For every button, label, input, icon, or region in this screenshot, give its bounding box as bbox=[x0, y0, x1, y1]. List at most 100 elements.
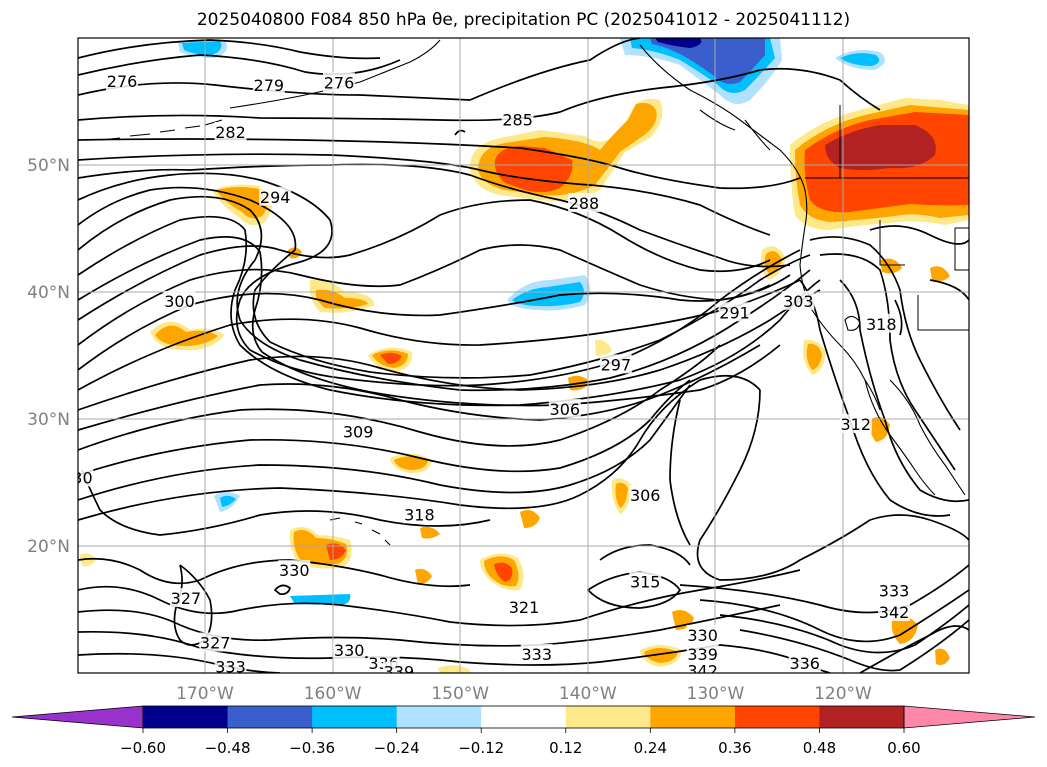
contour-label: 306 bbox=[630, 486, 661, 505]
contour-label-bg bbox=[520, 643, 553, 663]
theta-e-contours bbox=[78, 38, 969, 673]
contour-label: 282 bbox=[215, 123, 246, 142]
contour-label: 291 bbox=[719, 303, 750, 322]
precip-region bbox=[595, 339, 612, 357]
coastline-bc-islands bbox=[699, 109, 771, 151]
contour-label-bg bbox=[686, 660, 719, 673]
coastline-baja bbox=[864, 379, 936, 496]
contour-label: 327 bbox=[200, 634, 231, 653]
contour-line bbox=[78, 186, 811, 379]
contour-line bbox=[586, 571, 682, 609]
contour-label-bg bbox=[78, 467, 94, 487]
colorbar-segment bbox=[650, 706, 736, 728]
x-tick-label: 170°W bbox=[176, 684, 234, 704]
contour-label: 333 bbox=[521, 645, 552, 664]
coastline-mexico bbox=[889, 379, 966, 496]
contour-label-bg bbox=[403, 504, 436, 524]
contour-line bbox=[78, 163, 791, 268]
contour-label-bg bbox=[718, 302, 751, 322]
contour-label-bg bbox=[278, 560, 311, 580]
contour-line bbox=[839, 279, 969, 503]
precip-region bbox=[420, 526, 440, 539]
precip-region bbox=[380, 352, 402, 364]
colorbar-tick-label: −0.12 bbox=[458, 739, 504, 757]
colorbar-segment bbox=[734, 706, 820, 728]
colorbar-extend-min bbox=[11, 705, 144, 729]
coastline-alaska bbox=[229, 39, 441, 109]
contour-label-bg bbox=[686, 643, 719, 663]
precip-region bbox=[825, 125, 936, 170]
x-tick-label: 150°W bbox=[431, 684, 489, 704]
colorbar-tick-label: 0.60 bbox=[887, 739, 920, 757]
precip-region bbox=[220, 495, 236, 507]
contour-label: 333 bbox=[879, 581, 910, 600]
contour-line bbox=[78, 244, 791, 346]
x-tick-label: 140°W bbox=[559, 684, 617, 704]
contour-label: 327 bbox=[171, 589, 202, 608]
political-borders bbox=[805, 105, 969, 331]
gridlines bbox=[78, 38, 969, 673]
contour-line bbox=[78, 569, 801, 627]
coastlines bbox=[99, 39, 966, 546]
colorbar-segment bbox=[565, 706, 651, 728]
precip-region bbox=[326, 543, 346, 560]
contour-label-bg bbox=[508, 596, 540, 616]
y-tick-label: 30°N bbox=[27, 410, 70, 430]
contour-label: 333 bbox=[215, 658, 246, 677]
contour-label: 330 bbox=[687, 626, 718, 645]
contour-label: 285 bbox=[502, 110, 533, 129]
precip-region bbox=[935, 648, 950, 666]
contour-label: 321 bbox=[509, 598, 540, 617]
contour-line bbox=[273, 584, 291, 595]
contour-label-bg bbox=[214, 656, 247, 673]
contour-label: 342 bbox=[879, 603, 910, 622]
coastline-hawaii bbox=[329, 517, 391, 546]
contour-line bbox=[78, 652, 281, 673]
coastline-aleutians bbox=[99, 119, 223, 141]
contour-label: 318 bbox=[866, 315, 897, 334]
contour-label: 303 bbox=[783, 292, 814, 311]
contour-label: 333 bbox=[34, 595, 65, 614]
precip-region bbox=[80, 553, 96, 567]
contour-line bbox=[859, 625, 969, 673]
colorbar-tick-label: −0.60 bbox=[120, 739, 166, 757]
colorbar-tick-label: 0.36 bbox=[718, 739, 751, 757]
precip-region bbox=[840, 53, 880, 66]
colorbar-tick-label: 0.48 bbox=[803, 739, 836, 757]
x-tick-label: 130°W bbox=[687, 684, 745, 704]
colorbar-tick-label: −0.36 bbox=[289, 739, 335, 757]
contour-label: 309 bbox=[343, 423, 374, 442]
contour-line bbox=[78, 344, 761, 431]
colorbar-segment bbox=[481, 706, 567, 728]
contour-label-bg bbox=[322, 72, 355, 92]
colorbar-segment bbox=[143, 706, 229, 728]
contour-label-bg bbox=[214, 121, 247, 141]
contour-label-bg bbox=[599, 354, 632, 374]
precip-region bbox=[315, 289, 368, 309]
contour-line bbox=[894, 299, 903, 336]
contour-line bbox=[78, 38, 641, 101]
contour-line bbox=[739, 619, 969, 672]
contour-label-bg bbox=[163, 290, 196, 310]
contour-label-bg bbox=[33, 594, 65, 613]
contour-label-bg bbox=[548, 398, 581, 418]
contour-line bbox=[78, 379, 691, 476]
colorbar-tick-label: 0.24 bbox=[634, 739, 667, 757]
contour-label-bg bbox=[782, 290, 815, 310]
contour-line bbox=[869, 225, 969, 245]
x-tick-label: 160°W bbox=[304, 684, 362, 704]
contour-label-bg bbox=[878, 580, 911, 600]
precip-region bbox=[394, 456, 428, 470]
contour-label: 339 bbox=[687, 645, 718, 664]
contour-label-bg bbox=[169, 588, 202, 608]
precip-region bbox=[415, 568, 432, 584]
contour-label: 342 bbox=[687, 661, 718, 680]
contour-label: 276 bbox=[324, 73, 355, 92]
precip-region bbox=[520, 510, 540, 528]
contour-label-bg bbox=[878, 602, 911, 622]
contour-label: 330 bbox=[279, 561, 310, 580]
contour-label: 336 bbox=[24, 663, 55, 682]
colorbar-segment bbox=[396, 706, 482, 728]
contour-line bbox=[78, 374, 761, 521]
contour-line bbox=[819, 253, 956, 471]
